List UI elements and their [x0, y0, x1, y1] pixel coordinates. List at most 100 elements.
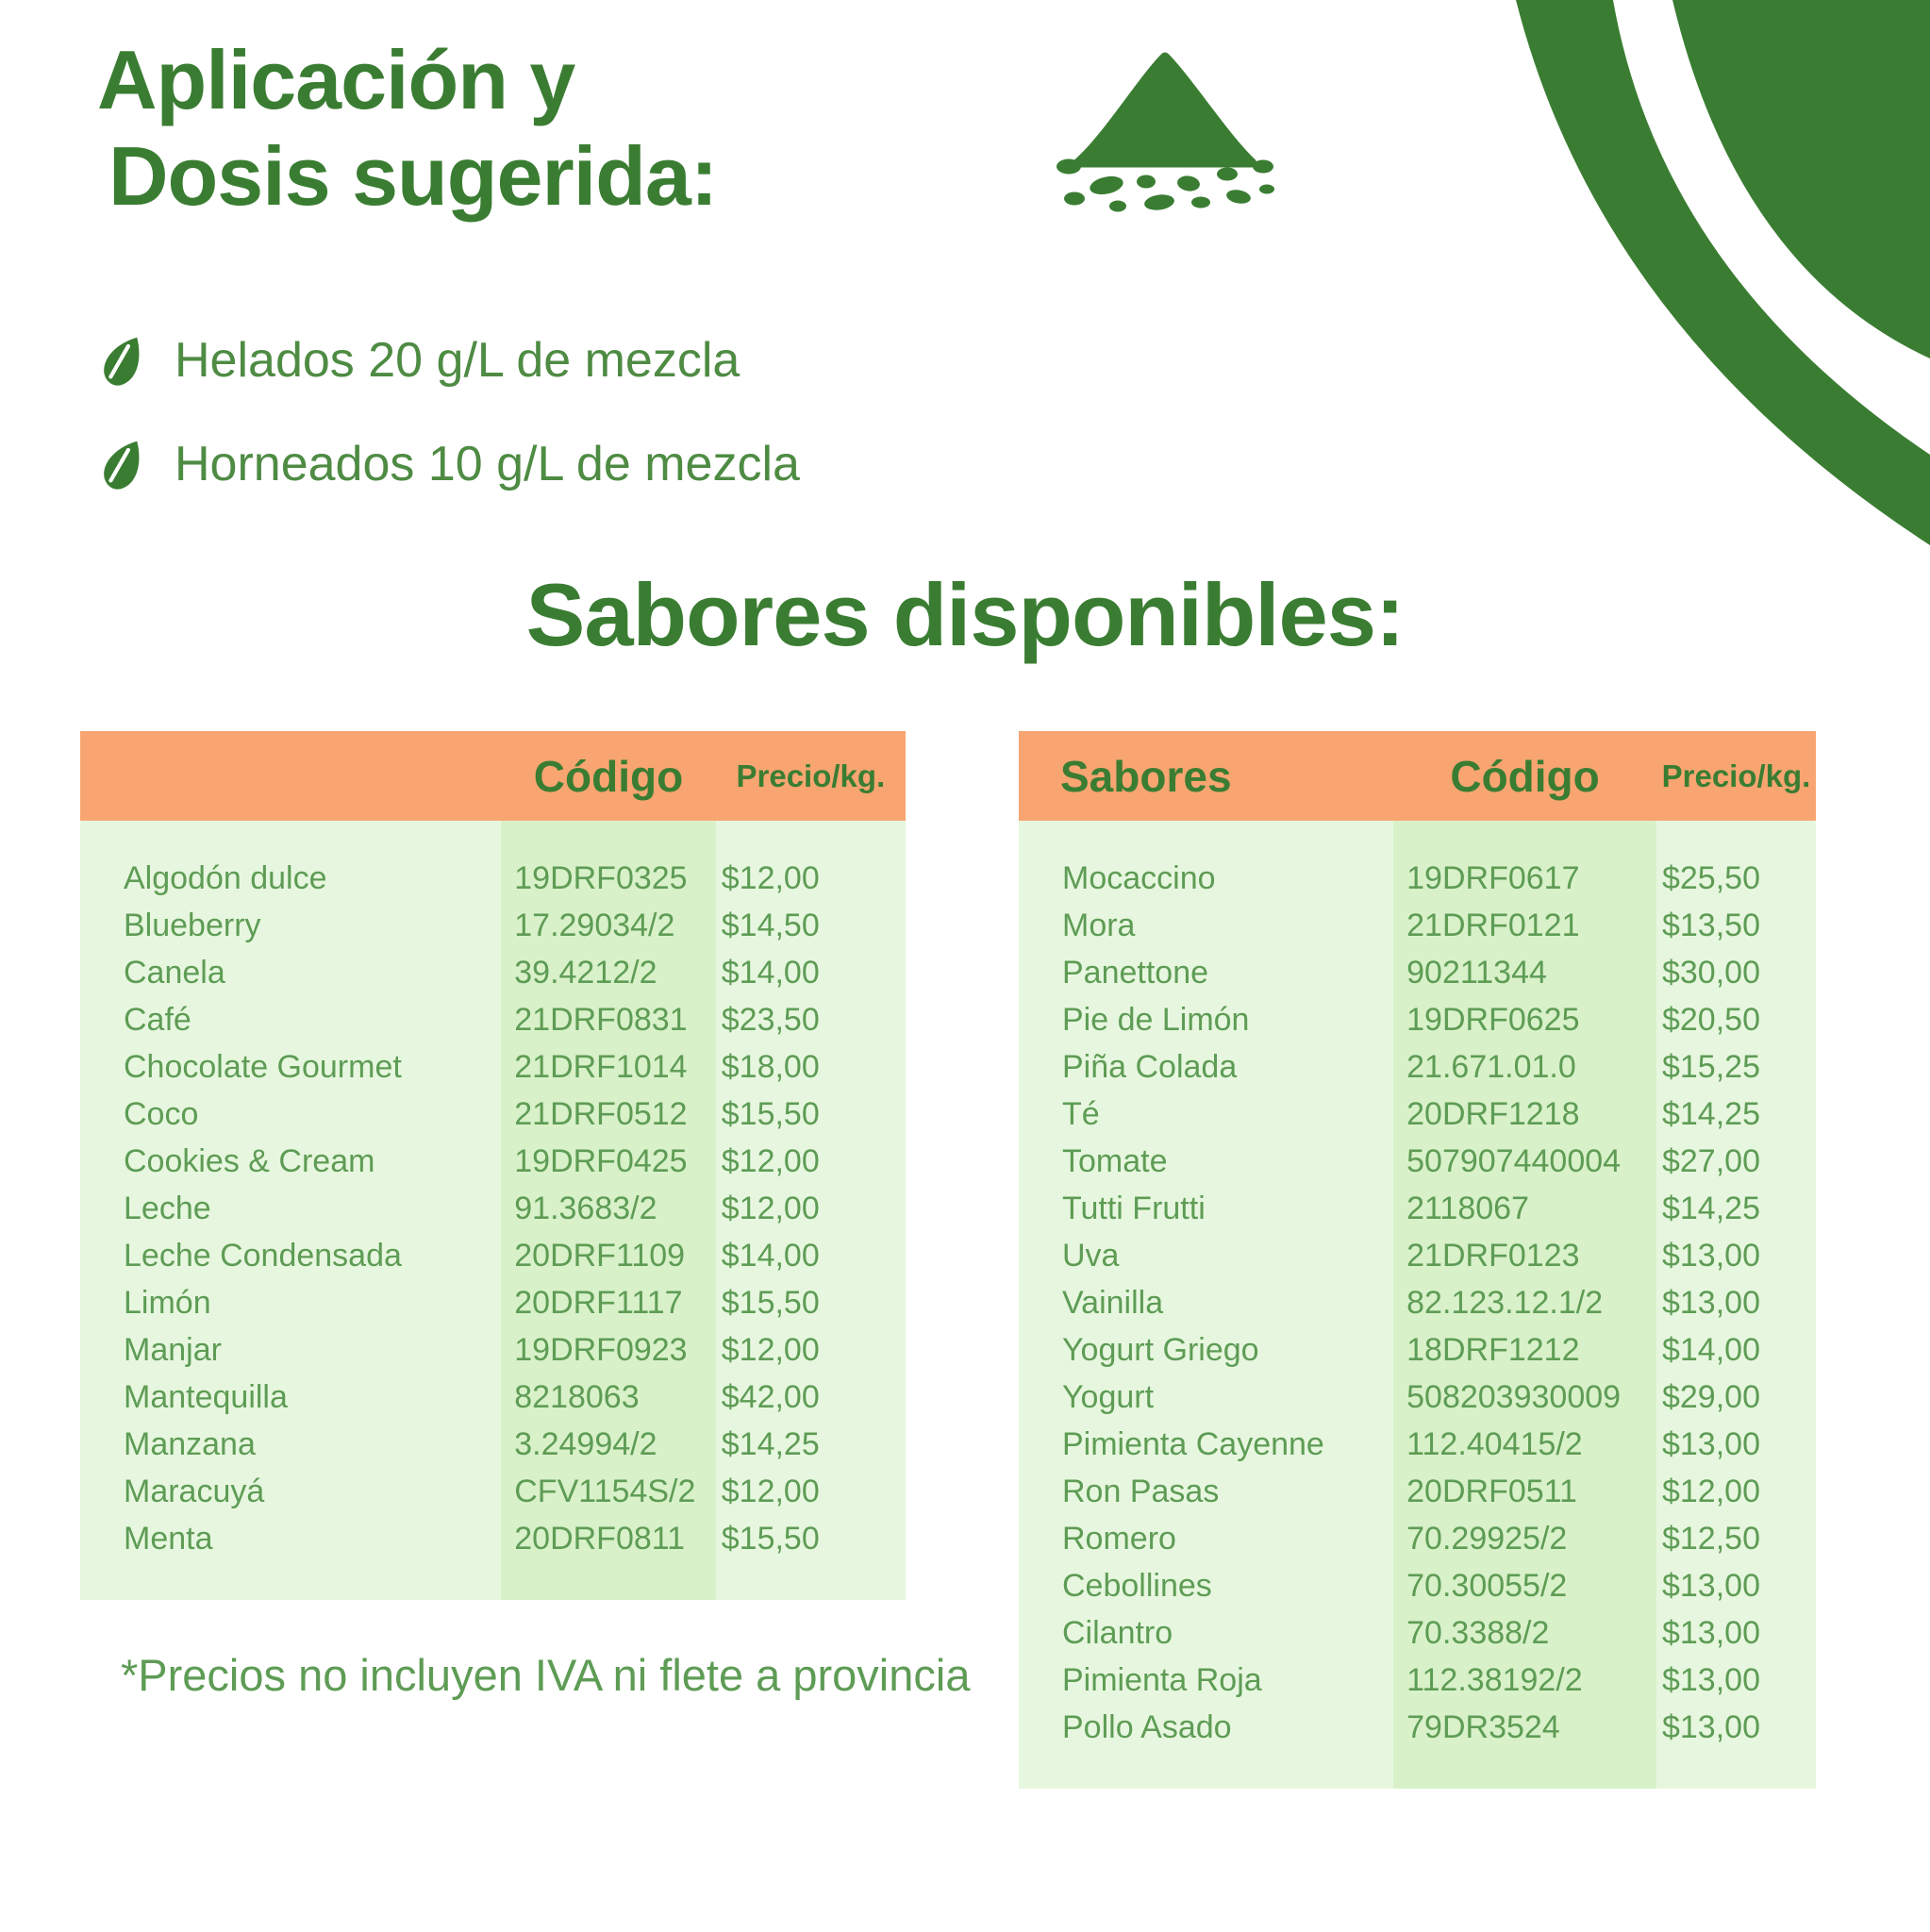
flavor-name: Coco [124, 1095, 199, 1132]
flavor-code: 82.123.12.1/2 [1406, 1284, 1604, 1321]
flavor-code: 90211344 [1406, 954, 1547, 991]
flavor-name: Canela [124, 954, 225, 991]
flavor-name: Cilantro [1062, 1614, 1173, 1651]
table-row: Leche 91.3683/2 $12,00 [80, 1185, 906, 1232]
flavor-code: 19DRF0617 [1406, 859, 1580, 896]
table-row: Manjar 19DRF0923 $12,00 [80, 1326, 906, 1374]
table-row: Menta 20DRF0811 $15,50 [80, 1515, 906, 1562]
flavor-price: $14,00 [721, 954, 820, 991]
column-header-price: Precio/kg. [1661, 758, 1811, 793]
flavor-price: $30,00 [1661, 954, 1760, 991]
flavor-code: 112.40415/2 [1406, 1425, 1583, 1462]
flavor-name: Chocolate Gourmet [124, 1048, 402, 1085]
code-column-stripe [1393, 821, 1656, 1789]
flavor-code: 20DRF1117 [514, 1284, 683, 1321]
flavor-name: Pimienta Cayenne [1062, 1425, 1324, 1462]
flavor-price: $18,00 [721, 1048, 820, 1085]
column-header-price: Precio/kg. [736, 758, 886, 793]
flavor-price: $13,00 [1661, 1425, 1760, 1462]
table-row: Uva 21DRF0123 $13,00 [1019, 1232, 1816, 1279]
flavor-code: 8218063 [514, 1378, 640, 1415]
flavor-name: Café [124, 1001, 191, 1038]
table-row: Leche Condensada 20DRF1109 $14,00 [80, 1232, 906, 1279]
table-header-row: Sabores Código Precio/kg. [1019, 731, 1816, 821]
table-row: Pimienta Roja 112.38192/2 $13,00 [1019, 1657, 1816, 1704]
flavor-name: Pie de Limón [1062, 1001, 1250, 1038]
leaf-icon [104, 337, 140, 386]
flavor-price: $13,00 [1661, 1237, 1760, 1274]
flavor-price: $13,00 [1661, 1284, 1760, 1321]
table-row: Chocolate Gourmet 21DRF1014 $18,00 [80, 1043, 906, 1091]
flavor-code: 70.30055/2 [1406, 1567, 1568, 1604]
flavors-table-right: Sabores Código Precio/kg. Mocaccino 19DR… [1019, 731, 1816, 1789]
flavor-name: Menta [124, 1520, 213, 1557]
flavor-code: 21DRF0831 [514, 1001, 688, 1038]
flavor-code: 3.24994/2 [514, 1425, 657, 1462]
flavor-price: $27,00 [1661, 1142, 1760, 1179]
table-row: Canela 39.4212/2 $14,00 [80, 949, 906, 996]
flavor-price: $13,00 [1661, 1614, 1760, 1651]
flavor-code: CFV1154S/2 [514, 1473, 696, 1509]
flavor-price: $15,50 [721, 1520, 820, 1557]
flavor-price: $42,00 [721, 1378, 820, 1415]
flavor-code: 19DRF0923 [514, 1331, 688, 1368]
flavor-code: 507907440004 [1406, 1142, 1622, 1179]
flavor-price: $12,00 [721, 1331, 820, 1368]
table-row: Pimienta Cayenne 112.40415/2 $13,00 [1019, 1421, 1816, 1468]
flavor-price: $23,50 [721, 1001, 820, 1038]
price-disclaimer: *Precios no incluyen IVA ni flete a prov… [121, 1650, 971, 1700]
table-body: Mocaccino 19DRF0617 $25,50 Mora 21DRF012… [1019, 821, 1816, 1789]
table-row: Blueberry 17.29034/2 $14,50 [80, 902, 906, 949]
flavor-code: 17.29034/2 [514, 907, 675, 943]
page-title-line2: Dosis sugerida: [108, 129, 718, 224]
flavor-price: $20,50 [1661, 1001, 1760, 1038]
flavor-price: $14,25 [721, 1425, 820, 1462]
dosage-bullet: Helados 20 g/L de mezcla [97, 332, 740, 389]
flavor-price: $13,00 [1661, 1661, 1760, 1698]
flavors-table-left: Código Precio/kg. Algodón dulce 19DRF032… [80, 731, 906, 1600]
flavor-name: Tutti Frutti [1062, 1190, 1206, 1226]
table-row: Yogurt Griego 18DRF1212 $14,00 [1019, 1326, 1816, 1374]
flavor-code: 21DRF0123 [1406, 1237, 1580, 1274]
column-header-flavor: Sabores [1060, 751, 1232, 801]
flavor-code: 21DRF1014 [514, 1048, 688, 1085]
column-header-code: Código [1450, 751, 1600, 801]
flavor-name: Yogurt [1062, 1378, 1155, 1415]
flavor-name: Pimienta Roja [1062, 1661, 1262, 1698]
flavor-code: 112.38192/2 [1406, 1661, 1583, 1698]
flavor-price: $15,25 [1661, 1048, 1760, 1085]
flavor-name: Piña Colada [1062, 1048, 1238, 1085]
table-row: Maracuyá CFV1154S/2 $12,00 [80, 1468, 906, 1515]
table-row: Piña Colada 21.671.01.0 $15,25 [1019, 1043, 1816, 1091]
flavor-code: 19DRF0425 [514, 1142, 688, 1179]
flavor-price: $29,00 [1661, 1378, 1760, 1415]
flavor-price: $12,00 [721, 1190, 820, 1226]
flavor-name: Romero [1062, 1520, 1176, 1557]
flavor-price: $14,50 [721, 907, 820, 943]
table-header-row: Código Precio/kg. [80, 731, 906, 821]
table-row: Café 21DRF0831 $23,50 [80, 996, 906, 1043]
flavor-name: Manjar [124, 1331, 222, 1368]
table-row: Cookies & Cream 19DRF0425 $12,00 [80, 1138, 906, 1185]
table-row: Panettone 90211344 $30,00 [1019, 949, 1816, 996]
table-row: Limón 20DRF1117 $15,50 [80, 1279, 906, 1326]
flavor-code: 19DRF0625 [1406, 1001, 1580, 1038]
flavor-code: 19DRF0325 [514, 859, 688, 896]
flavor-name: Mocaccino [1062, 859, 1216, 896]
flavor-price: $14,00 [1661, 1331, 1760, 1368]
table-row: Manzana 3.24994/2 $14,25 [80, 1421, 906, 1468]
flavor-price: $13,50 [1661, 907, 1760, 943]
flavor-code: 79DR3524 [1406, 1708, 1560, 1745]
powder-pile-icon [1057, 52, 1274, 212]
flavor-price: $12,00 [1661, 1473, 1760, 1509]
flavor-code: 508203930009 [1406, 1378, 1622, 1415]
table-row: Coco 21DRF0512 $15,50 [80, 1091, 906, 1138]
flavor-name: Cookies & Cream [124, 1142, 375, 1179]
flavor-code: 20DRF0511 [1406, 1473, 1577, 1509]
bullet-text: Helados 20 g/L de mezcla [175, 333, 740, 388]
flavor-code: 18DRF1212 [1406, 1331, 1580, 1368]
flavor-code: 20DRF1109 [514, 1237, 686, 1274]
table-row: Romero 70.29925/2 $12,50 [1019, 1515, 1816, 1562]
column-header-code: Código [533, 751, 684, 801]
